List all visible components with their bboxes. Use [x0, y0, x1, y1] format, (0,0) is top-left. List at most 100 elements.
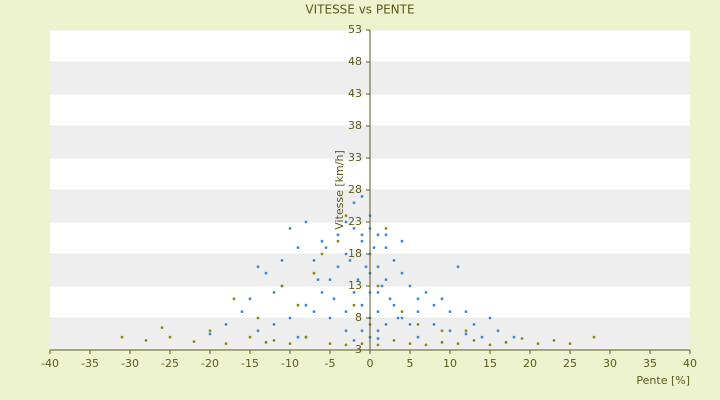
- point: [384, 246, 388, 250]
- x-tick-label: 35: [643, 357, 657, 370]
- point: [456, 342, 460, 345]
- y-tick-label: 23: [348, 215, 362, 228]
- point: [376, 233, 380, 237]
- point: [456, 265, 460, 269]
- x-tick-label: 0: [367, 357, 374, 370]
- x-tick-label: 40: [683, 357, 697, 370]
- point: [392, 303, 396, 307]
- point: [472, 323, 476, 326]
- point: [496, 329, 500, 333]
- point: [296, 303, 300, 307]
- point: [312, 310, 316, 313]
- point: [168, 335, 172, 339]
- point: [380, 284, 384, 288]
- point: [344, 329, 348, 333]
- point: [592, 335, 596, 339]
- point: [280, 259, 284, 262]
- point: [536, 342, 540, 345]
- x-tick-label: -30: [121, 357, 139, 370]
- x-tick-label: -15: [241, 357, 259, 370]
- point: [224, 323, 228, 326]
- point: [360, 342, 364, 345]
- point: [520, 337, 524, 340]
- y-tick-label: 43: [348, 87, 362, 100]
- point: [324, 246, 328, 250]
- point: [208, 332, 212, 336]
- y-axis-label: Vitesse [km/h]: [333, 150, 346, 230]
- point: [328, 342, 332, 345]
- x-tick-label: -40: [41, 357, 59, 370]
- point: [256, 316, 260, 320]
- point: [336, 233, 340, 237]
- point: [296, 246, 300, 250]
- point: [352, 291, 356, 294]
- point: [376, 337, 380, 340]
- point: [240, 310, 244, 313]
- point: [360, 195, 364, 198]
- point: [448, 329, 452, 333]
- point: [344, 310, 348, 313]
- point: [316, 278, 320, 281]
- point: [344, 220, 348, 224]
- point: [296, 335, 300, 339]
- point: [432, 323, 436, 326]
- point: [256, 329, 260, 333]
- point: [264, 340, 268, 344]
- point: [408, 342, 412, 345]
- point: [504, 340, 508, 344]
- point: [376, 291, 380, 294]
- point: [344, 252, 348, 256]
- y-tick-label: 38: [348, 119, 362, 132]
- points: [120, 195, 596, 347]
- point: [336, 239, 340, 243]
- point: [424, 291, 428, 294]
- y-tick-label: 33: [348, 151, 362, 164]
- point: [440, 340, 444, 344]
- point: [424, 343, 428, 347]
- point: [400, 310, 404, 313]
- x-tick-label: 20: [523, 357, 537, 370]
- point: [232, 297, 236, 301]
- point: [440, 297, 444, 301]
- point: [360, 303, 364, 307]
- point: [288, 342, 292, 345]
- chart-title: VITESSE vs PENTE: [305, 3, 414, 17]
- y-tick-label: 53: [348, 23, 362, 36]
- point: [352, 303, 356, 307]
- point: [320, 239, 324, 243]
- point: [396, 316, 400, 320]
- y-tick-label: 28: [348, 183, 362, 196]
- point: [320, 291, 324, 294]
- point: [344, 343, 348, 347]
- point: [352, 227, 356, 230]
- point: [464, 310, 468, 313]
- point: [388, 297, 392, 301]
- point: [352, 339, 356, 342]
- point: [264, 271, 268, 275]
- point: [440, 329, 444, 333]
- point: [288, 227, 292, 230]
- x-tick-label: 25: [563, 357, 577, 370]
- point: [360, 329, 364, 333]
- point: [384, 227, 388, 230]
- point: [144, 339, 148, 342]
- axes: 38131823283338434853-40-35-30-25-20-15-1…: [41, 23, 697, 370]
- point: [376, 329, 380, 333]
- y-tick-label: 8: [355, 311, 362, 324]
- point: [416, 297, 420, 301]
- point: [360, 233, 364, 237]
- point: [224, 342, 228, 345]
- point: [372, 246, 376, 250]
- point: [512, 335, 516, 339]
- point: [328, 278, 332, 281]
- point: [248, 297, 252, 301]
- point: [376, 343, 380, 347]
- x-tick-label: 15: [483, 357, 497, 370]
- point: [312, 259, 316, 262]
- point: [416, 323, 420, 326]
- x-tick-label: -10: [281, 357, 299, 370]
- point: [400, 271, 404, 275]
- point: [400, 239, 404, 243]
- point: [464, 329, 468, 333]
- point: [384, 278, 388, 281]
